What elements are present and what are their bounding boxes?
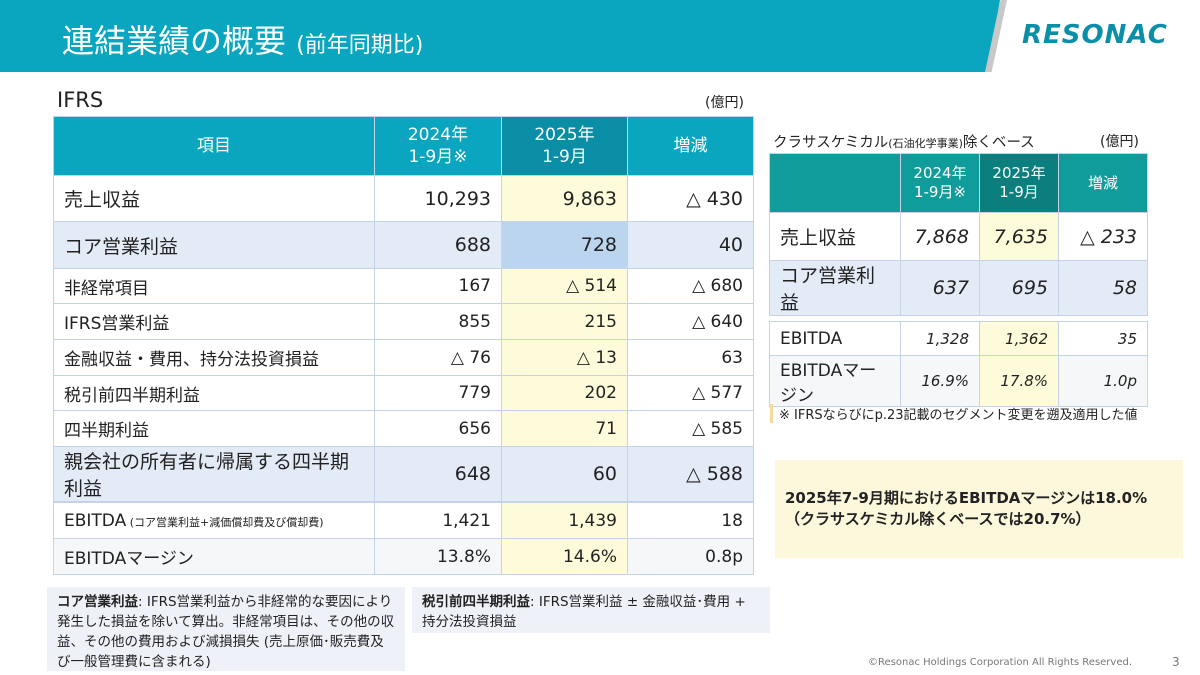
- cell-diff: 18: [627, 502, 754, 539]
- cell-diff: 58: [1058, 260, 1148, 316]
- table-row: 売上収益 7,868 7,635 △ 233: [769, 212, 1148, 261]
- cell-item: EBITDAマージン: [53, 538, 375, 575]
- col-2025: 2025年 1-9月: [979, 153, 1059, 213]
- cell-item: EBITDA (コア営業利益+減価償却費及び償却費): [53, 502, 375, 539]
- cell-y2024: 167: [374, 268, 502, 304]
- ebitda-table: EBITDA (コア営業利益+減価償却費及び償却費) 1,421 1,439 18 EB…: [53, 502, 754, 575]
- table-row: EBITDA (コア営業利益+減価償却費及び償却費) 1,421 1,439 18: [53, 502, 754, 539]
- col-2024: 2024年 1-9月※: [374, 116, 502, 176]
- cell-y2025: 71: [501, 410, 628, 447]
- cell-y2025: 60: [501, 446, 628, 502]
- cell-y2025: 7,635: [979, 212, 1059, 261]
- cell-diff: 35: [1058, 321, 1148, 356]
- page-number: 3: [1172, 655, 1180, 669]
- cell-item: 親会社の所有者に帰属する四半期利益: [53, 446, 375, 502]
- title-subtitle: (前年同期比): [296, 33, 424, 58]
- cell-y2025: 17.8%: [979, 355, 1059, 407]
- cell-y2024: 648: [374, 446, 502, 502]
- col-diff: 増減: [1058, 153, 1148, 213]
- cell-diff: △ 585: [627, 410, 754, 447]
- note-core: コア営業利益: IFRS営業利益から非経常的な要因により発生した損益を除いて算出…: [47, 587, 405, 671]
- cell-y2024: 10,293: [374, 175, 502, 222]
- table-row: EBITDAマージン 13.8% 14.6% 0.8p: [53, 538, 754, 575]
- resonac-logo: RESONAC: [1022, 20, 1168, 50]
- side-table: 2024年 1-9月※ 2025年 1-9月 増減 売上収益 7,868 7,635 △ …: [769, 153, 1148, 316]
- table-row: 非経常項目 167 △ 514 △ 680: [53, 268, 754, 304]
- highlight-box: 2025年7-9月期におけるEBITDAマージンは18.0% （クラサスケミカル…: [775, 460, 1183, 558]
- table-row: 金融収益・費用、持分法投資損益 △ 76 △ 13 63: [53, 339, 754, 376]
- cell-y2025: 9,863: [501, 175, 628, 222]
- col-item: [769, 153, 901, 213]
- cell-y2024: 16.9%: [900, 355, 980, 407]
- table-row: コア営業利益 637 695 58: [769, 260, 1148, 316]
- page-title: 連結業績の概要 (前年同期比): [62, 16, 423, 62]
- cell-y2025: △ 13: [501, 339, 628, 376]
- cell-y2025: 695: [979, 260, 1059, 316]
- unit-label: (億円): [705, 95, 744, 111]
- cell-y2024: 1,328: [900, 321, 980, 356]
- cell-y2025: 215: [501, 303, 628, 340]
- note-pretax: 税引前四半期利益: IFRS営業利益 ± 金融収益･費用 + 持分法投資損益: [412, 587, 770, 633]
- cell-diff: △ 430: [627, 175, 754, 222]
- cell-y2024: 656: [374, 410, 502, 447]
- cell-item: コア営業利益: [53, 221, 375, 269]
- side-ebitda-table: EBITDA 1,328 1,362 35 EBITDAマージン 16.9% 17.8% 1.…: [769, 321, 1148, 407]
- cell-y2024: 688: [374, 221, 502, 269]
- col-2025: 2025年 1-9月: [501, 116, 628, 176]
- cell-y2024: △ 76: [374, 339, 502, 376]
- cell-y2024: 13.8%: [374, 538, 502, 575]
- copyright: ©Resonac Holdings Corporation All Rights…: [868, 657, 1133, 668]
- cell-item: 四半期利益: [53, 410, 375, 447]
- table-row: EBITDA 1,328 1,362 35: [769, 321, 1148, 356]
- col-2024: 2024年 1-9月※: [900, 153, 980, 213]
- side-title: クラサスケミカル(石油化学事業)除くベース: [773, 135, 1035, 151]
- table-row: EBITDAマージン 16.9% 17.8% 1.0p: [769, 355, 1148, 407]
- cell-item: EBITDAマージン: [769, 355, 901, 407]
- highlight-line2: （クラサスケミカル除くベースでは20.7%）: [785, 510, 1091, 528]
- cell-diff: 0.8p: [627, 538, 754, 575]
- cell-diff: △ 577: [627, 375, 754, 411]
- cell-y2024: 7,868: [900, 212, 980, 261]
- side-footnote: ※ IFRSならびにp.23記載のセグメント変更を遡及適用した値: [770, 404, 1138, 423]
- table-row: 税引前四半期利益 779 202 △ 577: [53, 375, 754, 411]
- cell-y2024: 637: [900, 260, 980, 316]
- title-text: 連結業績の概要: [62, 22, 287, 60]
- cell-y2025: △ 514: [501, 268, 628, 304]
- table-row: コア営業利益 688 728 40: [53, 221, 754, 269]
- cell-item: IFRS営業利益: [53, 303, 375, 340]
- cell-item: 金融収益・費用、持分法投資損益: [53, 339, 375, 376]
- cell-item: 売上収益: [769, 212, 901, 261]
- cell-diff: 40: [627, 221, 754, 269]
- highlight-line1: 2025年7-9月期におけるEBITDAマージンは18.0%: [785, 489, 1148, 507]
- cell-y2025: 14.6%: [501, 538, 628, 575]
- cell-y2025: 728: [501, 221, 628, 269]
- cell-diff: △ 640: [627, 303, 754, 340]
- ifrs-label: IFRS: [57, 88, 104, 112]
- cell-item: コア営業利益: [769, 260, 901, 316]
- cell-y2025: 1,439: [501, 502, 628, 539]
- cell-y2025: 202: [501, 375, 628, 411]
- cell-diff: △ 680: [627, 268, 754, 304]
- table-row: 売上収益 10,293 9,863 △ 430: [53, 175, 754, 222]
- cell-item: EBITDA: [769, 321, 901, 356]
- cell-diff: △ 233: [1058, 212, 1148, 261]
- cell-item: 税引前四半期利益: [53, 375, 375, 411]
- cell-y2024: 779: [374, 375, 502, 411]
- table-row: 四半期利益 656 71 △ 585: [53, 410, 754, 447]
- cell-y2024: 855: [374, 303, 502, 340]
- cell-y2025: 1,362: [979, 321, 1059, 356]
- cell-diff: 1.0p: [1058, 355, 1148, 407]
- header-band: [0, 0, 1000, 72]
- cell-item: 売上収益: [53, 175, 375, 222]
- table-row: 親会社の所有者に帰属する四半期利益 648 60 △ 588: [53, 446, 754, 502]
- cell-diff: 63: [627, 339, 754, 376]
- cell-y2024: 1,421: [374, 502, 502, 539]
- cell-item: 非経常項目: [53, 268, 375, 304]
- main-table: 項目 2024年 1-9月※ 2025年 1-9月 増減 売上収益 10,293 9,8…: [53, 116, 754, 502]
- col-diff: 増減: [627, 116, 754, 176]
- cell-diff: △ 588: [627, 446, 754, 502]
- side-unit: (億円): [1100, 134, 1139, 150]
- table-row: IFRS営業利益 855 215 △ 640: [53, 303, 754, 340]
- col-item: 項目: [53, 116, 375, 176]
